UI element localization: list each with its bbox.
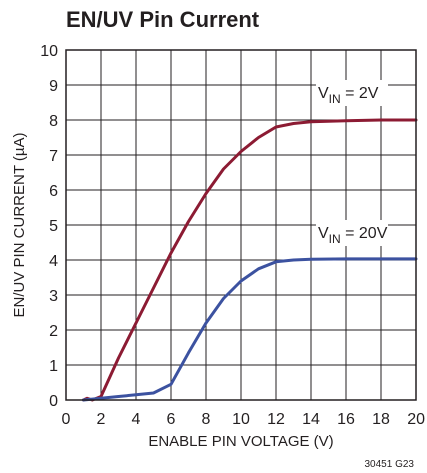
plot-frame (65, 49, 417, 401)
x-tick-label-6: 12 (267, 411, 285, 428)
x-tick-label-0: 0 (62, 411, 71, 428)
x-tick-label-8: 16 (337, 411, 355, 428)
x-tick-labels: 0 2 4 6 8 10 12 14 16 18 20 (62, 411, 426, 428)
y-tick-label-9: 9 (49, 78, 58, 95)
x-tick-label-5: 10 (232, 411, 250, 428)
series-line-1 (82, 257, 418, 402)
y-tick-label-8: 8 (49, 113, 58, 130)
x-tick-label-9: 18 (372, 411, 390, 428)
x-tick-label-10: 20 (407, 411, 425, 428)
series-label-1: VIN = 20V (318, 225, 388, 246)
y-tick-label-6: 6 (49, 183, 58, 200)
series-line-0 (82, 118, 418, 402)
y-tick-labels: 0 1 2 3 4 5 6 7 8 9 10 (40, 43, 58, 410)
y-tick-label-3: 3 (49, 288, 58, 305)
x-tick-label-4: 8 (202, 411, 211, 428)
series-labels: VIN = 2V VIN = 20V (316, 80, 388, 246)
y-tick-label-0: 0 (49, 393, 58, 410)
y-tick-label-10: 10 (40, 43, 58, 60)
series-group (82, 118, 418, 402)
figure-id: 30451 G23 (365, 459, 415, 470)
series-label-0: VIN = 2V (318, 85, 379, 106)
y-axis-label: EN/UV PIN CURRENT (µA) (11, 132, 28, 317)
y-tick-label-5: 5 (49, 218, 58, 235)
x-tick-label-2: 4 (132, 411, 141, 428)
x-tick-label-1: 2 (97, 411, 106, 428)
x-tick-label-7: 14 (302, 411, 320, 428)
x-axis-label: ENABLE PIN VOLTAGE (V) (148, 433, 333, 450)
y-tick-label-1: 1 (49, 358, 58, 375)
series-label-bg-0 (316, 80, 388, 106)
series-label-bg-1 (316, 220, 388, 246)
x-tick-label-3: 6 (167, 411, 176, 428)
y-tick-label-4: 4 (49, 253, 58, 270)
chart-title: EN/UV Pin Current (66, 7, 260, 32)
y-tick-label-7: 7 (49, 148, 58, 165)
y-tick-label-2: 2 (49, 323, 58, 340)
